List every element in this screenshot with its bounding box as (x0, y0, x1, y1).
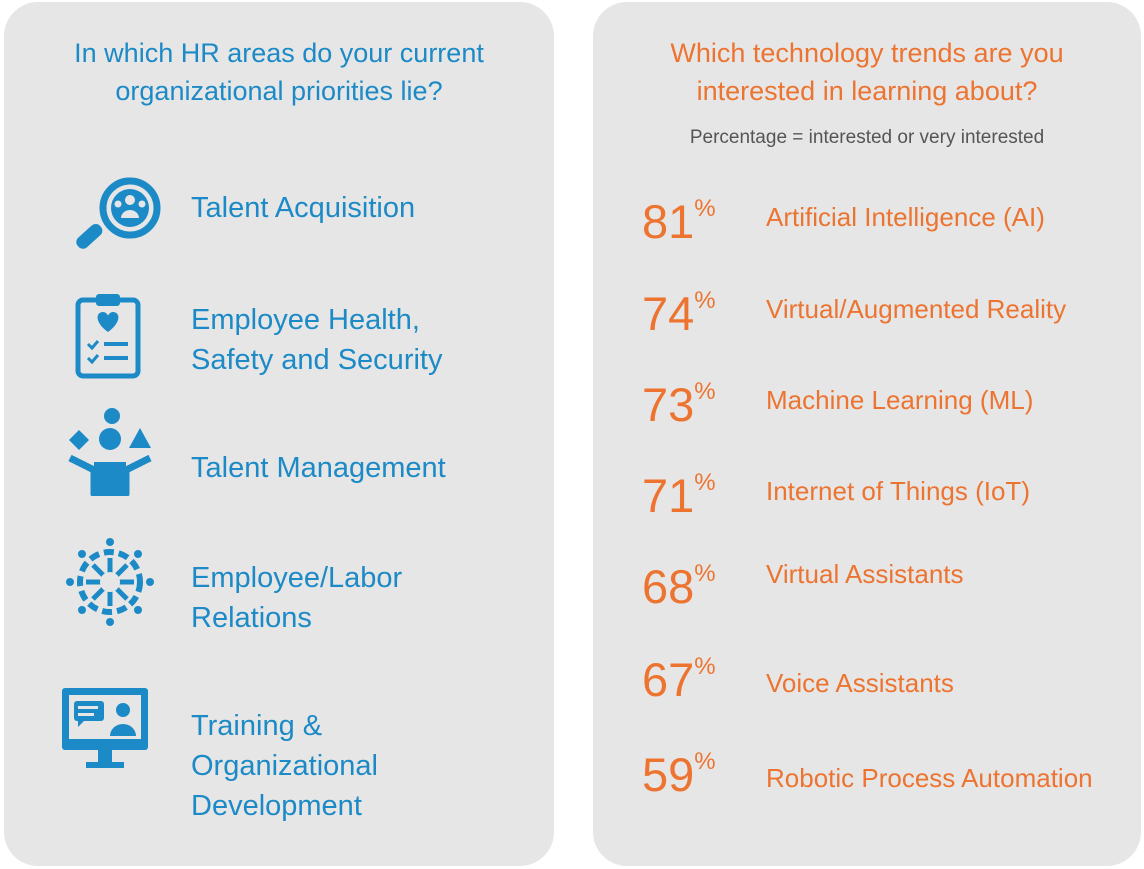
trend-label: Virtual Assistants (766, 559, 964, 589)
trend-label: Artificial Intelligence (AI) (766, 202, 1045, 232)
trend-value: 74 (642, 287, 695, 340)
trend-value: 71 (642, 469, 695, 522)
network-people-circle-icon (66, 538, 154, 626)
area-label: Training & Organizational Development (191, 710, 378, 822)
person-juggling-shapes-icon (68, 408, 152, 496)
percent-sign: % (694, 195, 716, 222)
tech-trends-panel: Which technology trends are you interest… (593, 2, 1141, 866)
trend-value: 81 (642, 195, 695, 248)
clipboard-heart-icon (75, 294, 141, 379)
trend-label: Voice Assistants (766, 668, 954, 698)
trend-percentage: 67% (642, 652, 716, 707)
percent-sign: % (694, 560, 716, 587)
area-label: Talent Acquisition (191, 192, 416, 224)
percentage-note: Percentage = interested or very interest… (689, 127, 1045, 148)
percent-sign: % (694, 378, 716, 405)
monitor-video-call-icon (62, 688, 148, 768)
trend-label: Machine Learning (ML) (766, 385, 1034, 415)
trend-value: 59 (642, 748, 695, 801)
trend-percentage: 81% (642, 194, 716, 249)
percent-sign: % (694, 469, 716, 496)
magnifier-people-icon (76, 177, 161, 249)
percent-sign: % (694, 287, 716, 314)
trend-value: 68 (642, 560, 695, 613)
percent-sign: % (694, 748, 716, 775)
tech-trends-title: Which technology trends are you interest… (670, 38, 1064, 106)
area-label: Talent Management (191, 452, 446, 484)
trend-label: Robotic Process Automation (766, 763, 1093, 793)
percent-sign: % (694, 653, 716, 680)
trend-percentage: 74% (642, 286, 716, 341)
trend-percentage: 59% (642, 747, 716, 802)
trend-percentage: 73% (642, 377, 716, 432)
trend-percentage: 71% (642, 468, 716, 523)
trend-value: 67 (642, 653, 695, 706)
trend-value: 73 (642, 378, 695, 431)
hr-priorities-panel: In which HR areas do your current organi… (4, 2, 554, 866)
trend-percentage: 68% (642, 559, 716, 614)
trend-label: Internet of Things (IoT) (766, 476, 1030, 506)
area-label: Employee Health, Safety and Security (191, 304, 443, 376)
area-label: Employee/Labor Relations (191, 562, 403, 634)
trend-label: Virtual/Augmented Reality (766, 294, 1067, 324)
hr-priorities-title: In which HR areas do your current organi… (74, 38, 484, 106)
